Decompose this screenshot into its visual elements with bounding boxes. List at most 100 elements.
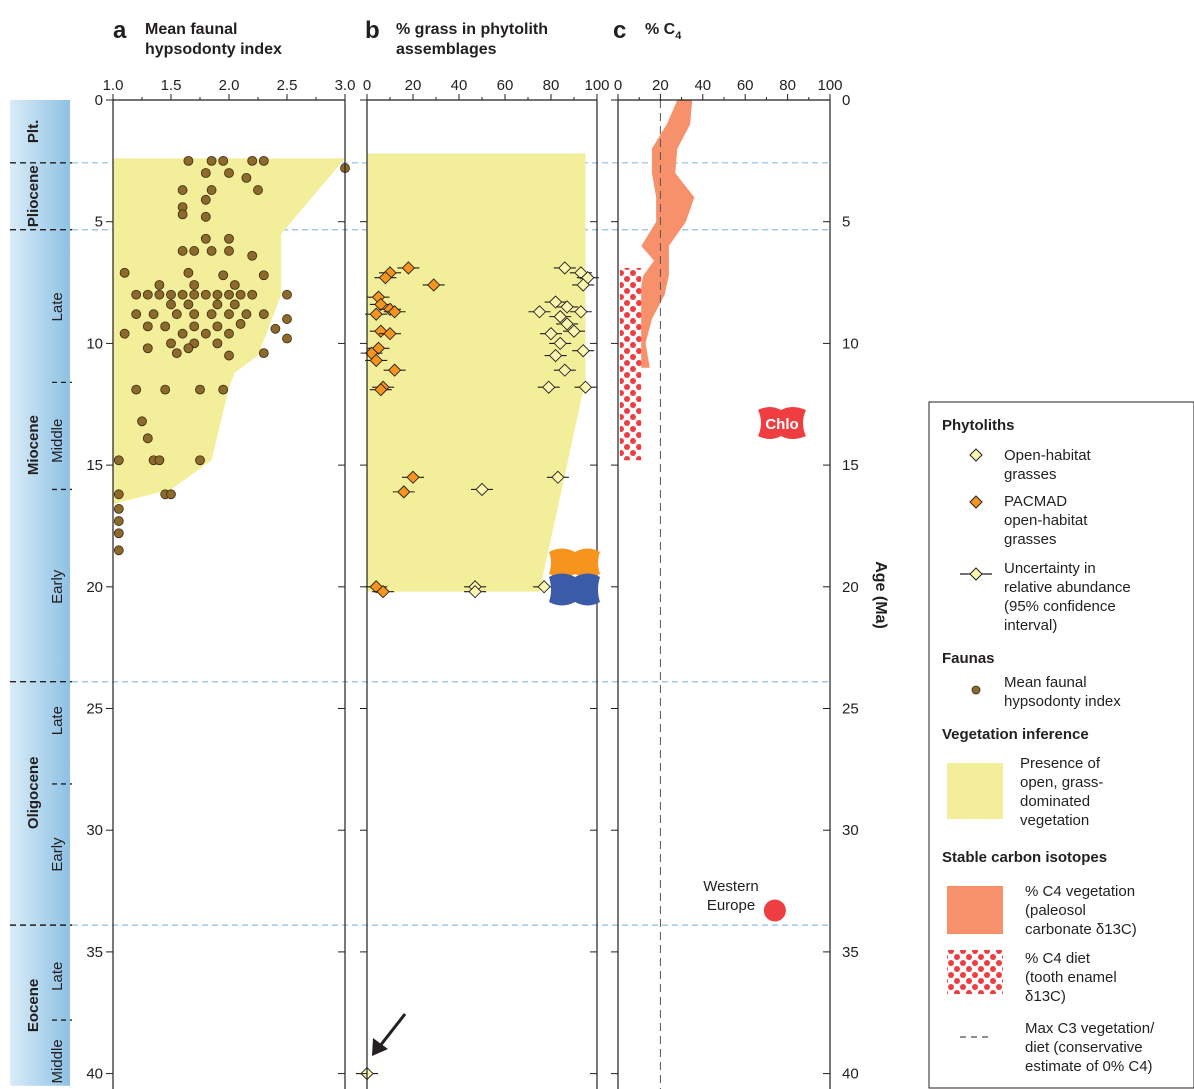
legend-vegetation-heading: Vegetation inference [942,726,1089,743]
y-tick-label-left: 25 [86,701,103,718]
faunal-point [258,270,269,281]
faunal-point [253,185,263,195]
faunal-point [160,384,171,395]
legend-c4-diet-line2: (tooth enamel [1025,969,1117,986]
faunal-point [224,233,234,244]
epoch-band [10,229,70,661]
faunal-point [247,250,258,261]
faunal-point [142,433,153,444]
x-tick-label: 40 [451,77,468,94]
faunal-point [177,185,188,195]
faunal-point [200,168,211,178]
x-tick-label: 20 [405,77,422,94]
arrow-annotation [372,1013,407,1056]
faunal-point [218,270,229,281]
faunal-point [200,194,211,205]
faunal-point [224,350,234,361]
faunal-point [142,343,153,354]
pacmad-point [401,261,416,275]
x-tick-label: 2.0 [219,77,240,94]
open-habitat-point [537,580,551,594]
faunal-point [241,309,252,320]
subepoch-label: Late [49,962,66,991]
pacmad-point [383,327,397,341]
open-habitat-point [560,317,574,331]
faunal-point [195,384,205,395]
legend-open-habitat-line2: grasses [1004,466,1057,483]
subepoch-label: Late [49,292,66,321]
faunal-point [282,333,292,344]
open-habitat-point [532,305,547,319]
faunal-point [224,246,234,256]
faunal-point [142,321,153,332]
faunal-point [218,155,229,166]
open-habitat-point [542,380,556,394]
faunal-point [177,289,188,300]
faunal-point [189,321,200,332]
y-tick-label-right: 10 [842,335,859,352]
faunal-point [200,328,211,339]
chlo-label: Chlo [765,416,798,433]
faunal-point [171,348,182,359]
legend-uncertainty-line1: Uncertainty in [1004,560,1096,577]
faunal-point [160,321,171,332]
faunal-point [131,289,142,300]
subepoch-label: Middle [49,1039,66,1083]
panel-c-title: c % C4 [613,17,682,44]
faunal-point [270,323,281,334]
open-habitat-point [475,482,489,497]
faunal-point [154,280,165,290]
open-habitat-point [567,324,581,338]
legend-max-c3-line1: Max C3 vegetation/ [1025,1020,1155,1037]
pacmad-point [376,585,390,599]
legend-pacmad-line2: open-habitat [1004,512,1088,529]
pacmad-point [374,324,388,338]
legend-c4-veg-line1: % C4 vegetation [1025,883,1135,900]
panel-b-title-line2: assemblages [396,41,497,58]
faunal-point [177,209,188,220]
faunal-point [166,338,176,349]
y-tick-label-left: 40 [86,1066,103,1083]
pacmad-diamond [969,495,983,509]
open-habitat-point [553,309,567,324]
faunal-point [177,246,188,256]
x-tick-label: 80 [543,77,560,94]
open-habitat-point [558,261,572,275]
open-habitat-diamond [969,448,983,462]
legend-c4-diet-line3: δ13C) [1025,988,1066,1005]
panel-b-title: b % grass in phytolith assemblages [365,17,548,58]
faunal-point [113,504,124,514]
y-tick-label-left: 0 [95,92,103,109]
vegetation-region-b [367,153,586,592]
blue-bloom-shape [549,573,600,606]
faunal-point [212,289,223,300]
faunal-point [235,289,246,300]
faunal-point [224,168,234,178]
faunal-point [113,455,124,466]
open-habitat-point [576,344,590,358]
pacmad-point [369,353,383,368]
x-tick-label: 40 [694,77,711,94]
faunal-point [166,489,176,500]
uncertainty-diamond [969,567,983,581]
vegetation-swatch [947,763,1003,819]
panel-c-title-line1: % C4 [645,21,682,42]
faunal-point [282,289,292,300]
y-tick-label-right: 15 [842,457,859,474]
western-europe-point [763,899,786,922]
epoch-label: Miocene [25,415,42,475]
open-habitat-point [544,327,558,341]
faunal-point [247,155,258,166]
c4-vegetation-swatch [947,886,1003,934]
pacmad-point [369,307,383,321]
legend-c4-diet-line1: % C4 diet [1025,950,1091,967]
y-tick-label-right: 40 [842,1066,859,1083]
faunal-point [212,338,223,349]
faunal-point [183,267,194,278]
pacmad-point [378,271,393,285]
faunal-point [189,280,200,290]
c4-diet-region [620,267,642,461]
legend-uncertainty-line2: relative abundance [1004,579,1131,596]
panel-a-plot [113,155,350,556]
